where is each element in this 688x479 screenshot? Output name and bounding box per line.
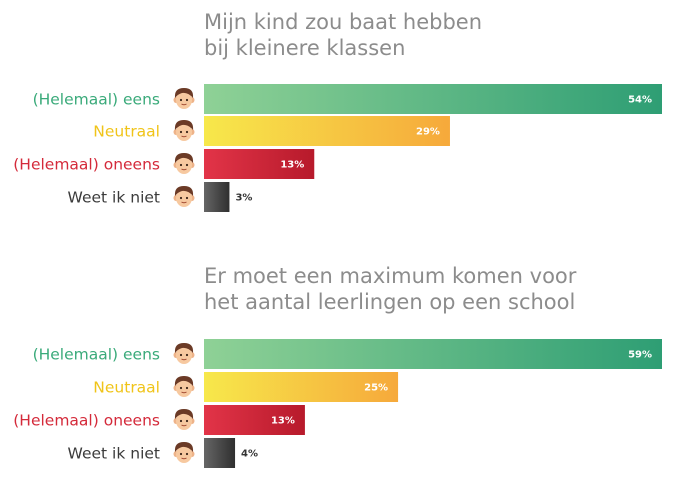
chart-2-value-label-neutraal: 25% (364, 383, 388, 394)
chart-2-value-label-weet-ik-niet: 4% (241, 449, 258, 460)
chart-1-title: Mijn kind zou baat hebben bij kleinere k… (204, 9, 482, 61)
chart-1-value-label-neutraal: 29% (416, 127, 440, 138)
chart-1-bar-neutraal (204, 116, 450, 146)
chart-2-category-label-helemaal-eens: (Helemaal) eens (33, 346, 160, 364)
chart-1-category-label-weet-ik-niet: Weet ik niet (68, 189, 160, 207)
chart-1-bar-helemaal-oneens (204, 149, 315, 179)
chart-1-value-label-helemaal-eens: 54% (628, 95, 652, 106)
chart-2-value-label-helemaal-eens: 59% (628, 350, 652, 361)
chart-1-bar-weet-ik-niet (204, 182, 230, 212)
chart-2-title-line-1: Er moet een maximum komen voor (204, 264, 577, 288)
chart-1-category-label-helemaal-oneens: (Helemaal) oneens (13, 156, 160, 174)
chart-1-face-icon-weet-ik-niet (173, 186, 195, 207)
chart-1-title-line-2: bij kleinere klassen (204, 36, 406, 60)
chart-2-value-label-helemaal-oneens: 13% (271, 416, 295, 427)
chart-2-category-label-weet-ik-niet: Weet ik niet (68, 445, 160, 463)
chart-1-value-label-weet-ik-niet: 3% (235, 193, 252, 204)
chart-2-bar-neutraal (204, 372, 399, 402)
chart-2-category-label-neutraal: Neutraal (93, 379, 160, 397)
chart-2-face-icon-neutraal (173, 376, 195, 397)
chart-2-title-line-2: het aantal leerlingen op een school (204, 290, 576, 314)
chart-1-value-label-helemaal-oneens: 13% (280, 160, 304, 171)
chart-2-face-icon-weet-ik-niet (173, 442, 195, 463)
chart-1-category-label-neutraal: Neutraal (93, 123, 160, 141)
chart-2-face-icon-helemaal-oneens (173, 409, 195, 430)
chart-2-title: Er moet een maximum komen voor het aanta… (204, 263, 576, 315)
chart-1-bar-helemaal-eens (204, 84, 662, 114)
chart-1-face-icon-helemaal-eens (173, 88, 195, 109)
chart-2-bar-weet-ik-niet (204, 438, 236, 468)
chart-2-category-label-helemaal-oneens: (Helemaal) oneens (13, 412, 160, 430)
chart-1-category-label-helemaal-eens: (Helemaal) eens (33, 91, 160, 109)
chart-2-bar-helemaal-eens (204, 339, 662, 369)
chart-1-face-icon-neutraal (173, 120, 195, 141)
chart-1-title-line-1: Mijn kind zou baat hebben (204, 10, 483, 34)
chart-1-face-icon-helemaal-oneens (173, 153, 195, 174)
chart-2-face-icon-helemaal-eens (173, 343, 195, 364)
chart-2-bar-helemaal-oneens (204, 405, 305, 435)
